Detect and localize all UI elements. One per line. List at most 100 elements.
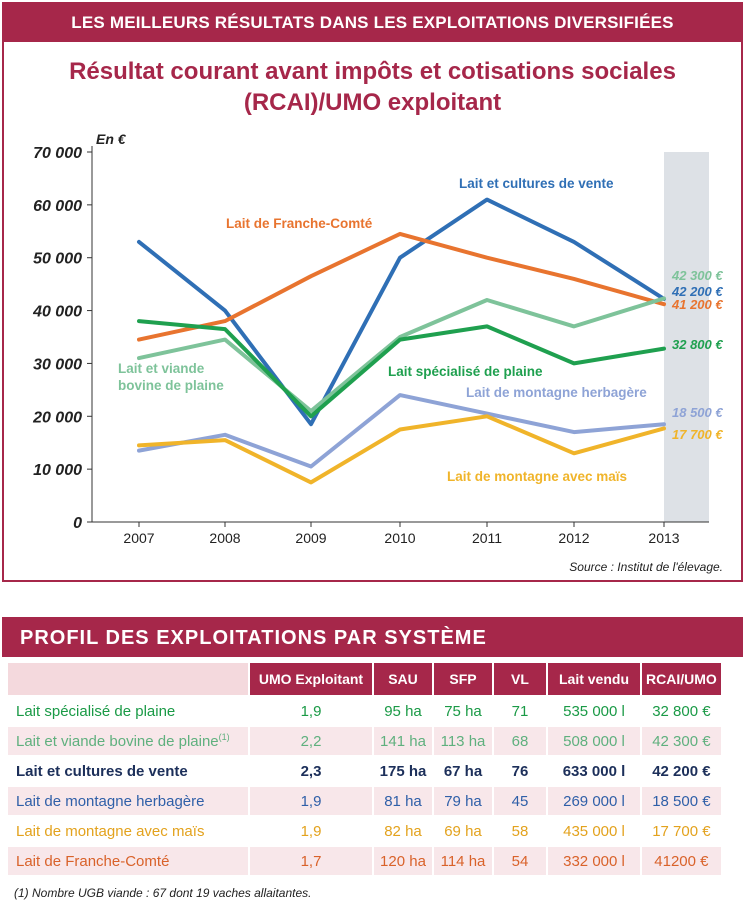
table-cell: 32 800 € bbox=[642, 697, 721, 725]
table-row: Lait de montagne avec maïs 1,9 82 ha 69 ha 5… bbox=[8, 817, 721, 845]
row-system-name: Lait et viande bovine de plaine(1) bbox=[8, 727, 248, 755]
table-cell: 41200 € bbox=[642, 847, 721, 875]
series-name-label: Lait et cultures de vente bbox=[459, 176, 614, 191]
row-system-label: Lait de Franche-Comté bbox=[16, 852, 170, 870]
highlight-band bbox=[664, 152, 709, 522]
series-line bbox=[137, 197, 666, 427]
y-axis-label: En € bbox=[96, 131, 127, 147]
table-cell: 42 300 € bbox=[642, 727, 721, 755]
series-name-label: Lait de montagne avec maïs bbox=[447, 469, 627, 484]
x-tick-label: 2012 bbox=[558, 530, 589, 546]
x-tick-label: 2010 bbox=[384, 530, 415, 546]
series-end-value: 17 700 € bbox=[672, 427, 723, 442]
table-cell: 508 000 l bbox=[548, 727, 640, 755]
table-header-rcai: RCAI/UMO bbox=[642, 663, 721, 695]
table-cell: 633 000 l bbox=[548, 757, 640, 785]
y-tick-label: 20 000 bbox=[32, 409, 82, 426]
row-system-name: Lait et cultures de vente bbox=[8, 757, 248, 785]
row-footnote-marker: (1) bbox=[218, 732, 230, 742]
table-header-row: UMO Exploitant SAU SFP VL Lait vendu RCA… bbox=[8, 663, 721, 695]
row-system-name: Lait de Franche-Comté bbox=[8, 847, 248, 875]
series-name-label: bovine de plaine bbox=[118, 378, 224, 393]
table-cell: 18 500 € bbox=[642, 787, 721, 815]
table-row: Lait spécialisé de plaine 1,9 95 ha 75 ha 71… bbox=[8, 697, 721, 725]
table-cell: 67 ha bbox=[434, 757, 492, 785]
table-header-vl: VL bbox=[494, 663, 546, 695]
y-tick-label: 50 000 bbox=[33, 251, 82, 268]
series-name-label: Lait et viande bbox=[118, 361, 205, 376]
row-system-label: Lait de montagne avec maïs bbox=[16, 822, 205, 840]
table-cell: 1,9 bbox=[250, 697, 372, 725]
chart-series-labels: 42 200 €41 200 € 42 300 € 32 800 € 18 500 €… bbox=[118, 176, 723, 484]
table-title: PROFIL DES EXPLOITATIONS PAR SYSTÈME bbox=[2, 617, 743, 657]
table-cell: 75 ha bbox=[434, 697, 492, 725]
table-cell: 95 ha bbox=[374, 697, 432, 725]
y-tick-label: 10 000 bbox=[33, 462, 82, 479]
row-system-label: Lait et cultures de vente bbox=[16, 762, 188, 780]
table-cell: 79 ha bbox=[434, 787, 492, 815]
chart-axes: 70 000 60 000 50 000 40 000 30 000 20 000 10 0… bbox=[32, 131, 709, 546]
table-cell: 2,2 bbox=[250, 727, 372, 755]
table-cell: 269 000 l bbox=[548, 787, 640, 815]
table-cell: 68 bbox=[494, 727, 546, 755]
x-tick-label: 2013 bbox=[648, 530, 679, 546]
table-row: Lait de Franche-Comté 1,7 120 ha 114 ha 54 33… bbox=[8, 847, 721, 875]
y-tick-label: 0 bbox=[73, 515, 82, 532]
row-system-name: Lait de montagne herbagère bbox=[8, 787, 248, 815]
y-tick-label: 40 000 bbox=[32, 304, 82, 321]
row-system-name: Lait de montagne avec maïs bbox=[8, 817, 248, 845]
table-header-blank bbox=[8, 663, 248, 695]
table-cell: 1,9 bbox=[250, 817, 372, 845]
table-cell: 141 ha bbox=[374, 727, 432, 755]
table-cell: 120 ha bbox=[374, 847, 432, 875]
series-line bbox=[137, 393, 666, 469]
series-line bbox=[137, 414, 666, 485]
line-chart: 70 000 60 000 50 000 40 000 30 000 20 000 10 0… bbox=[32, 131, 723, 546]
table-cell: 54 bbox=[494, 847, 546, 875]
series-line bbox=[137, 319, 666, 419]
table-row: Lait et viande bovine de plaine(1) 2,2 141… bbox=[8, 727, 721, 755]
y-tick-label: 60 000 bbox=[33, 198, 82, 215]
series-end-value: 42 200 € bbox=[671, 284, 723, 299]
x-tick-label: 2009 bbox=[295, 530, 326, 546]
table-cell: 1,7 bbox=[250, 847, 372, 875]
x-tick-label: 2007 bbox=[123, 530, 154, 546]
chart-title-line-1: Résultat courant avant impôts et cotisat… bbox=[69, 58, 676, 85]
table-cell: 332 000 l bbox=[548, 847, 640, 875]
table-cell: 71 bbox=[494, 697, 546, 725]
profile-panel: PROFIL DES EXPLOITATIONS PAR SYSTÈME UMO… bbox=[2, 617, 743, 913]
row-system-label: Lait spécialisé de plaine bbox=[16, 702, 176, 720]
table-footnote: (1) Nombre UGB viande : 67 dont 19 vache… bbox=[14, 886, 312, 900]
table-header-lait-vendu: Lait vendu bbox=[548, 663, 640, 695]
table-header-sfp: SFP bbox=[434, 663, 492, 695]
row-system-label: Lait et viande bovine de plaine bbox=[16, 733, 219, 750]
table-cell: 2,3 bbox=[250, 757, 372, 785]
chart-series bbox=[137, 197, 666, 485]
chart-title: Résultat courant avant impôts et cotisat… bbox=[4, 56, 741, 118]
table-cell: 82 ha bbox=[374, 817, 432, 845]
y-tick-label: 30 000 bbox=[33, 356, 82, 373]
series-name-label: Lait de Franche-Comté bbox=[226, 216, 373, 231]
table-cell: 69 ha bbox=[434, 817, 492, 845]
chart-panel: LES MEILLEURS RÉSULTATS DANS LES EXPLOIT… bbox=[2, 2, 743, 582]
table-cell: 435 000 l bbox=[548, 817, 640, 845]
table-cell: 175 ha bbox=[374, 757, 432, 785]
table-cell: 114 ha bbox=[434, 847, 492, 875]
series-line bbox=[137, 296, 666, 413]
top-banner: LES MEILLEURS RÉSULTATS DANS LES EXPLOIT… bbox=[4, 4, 741, 42]
row-system-label: Lait de montagne herbagère bbox=[16, 792, 205, 810]
table-header-sau: SAU bbox=[374, 663, 432, 695]
table-cell: 17 700 € bbox=[642, 817, 721, 845]
table-cell: 45 bbox=[494, 787, 546, 815]
table-cell: 76 bbox=[494, 757, 546, 785]
x-tick-label: 2011 bbox=[472, 530, 502, 546]
y-tick-label: 70 000 bbox=[33, 145, 82, 162]
table-cell: 535 000 l bbox=[548, 697, 640, 725]
table-row: Lait de montagne herbagère 1,9 81 ha 79 ha 4… bbox=[8, 787, 721, 815]
series-name-label: Lait spécialisé de plaine bbox=[388, 364, 543, 379]
table-header-umo: UMO Exploitant bbox=[250, 663, 372, 695]
table-cell: 58 bbox=[494, 817, 546, 845]
chart-title-line-2: (RCAI)/UMO exploitant bbox=[243, 89, 502, 116]
profile-table: UMO Exploitant SAU SFP VL Lait vendu RCA… bbox=[6, 661, 723, 877]
series-line bbox=[137, 231, 666, 342]
